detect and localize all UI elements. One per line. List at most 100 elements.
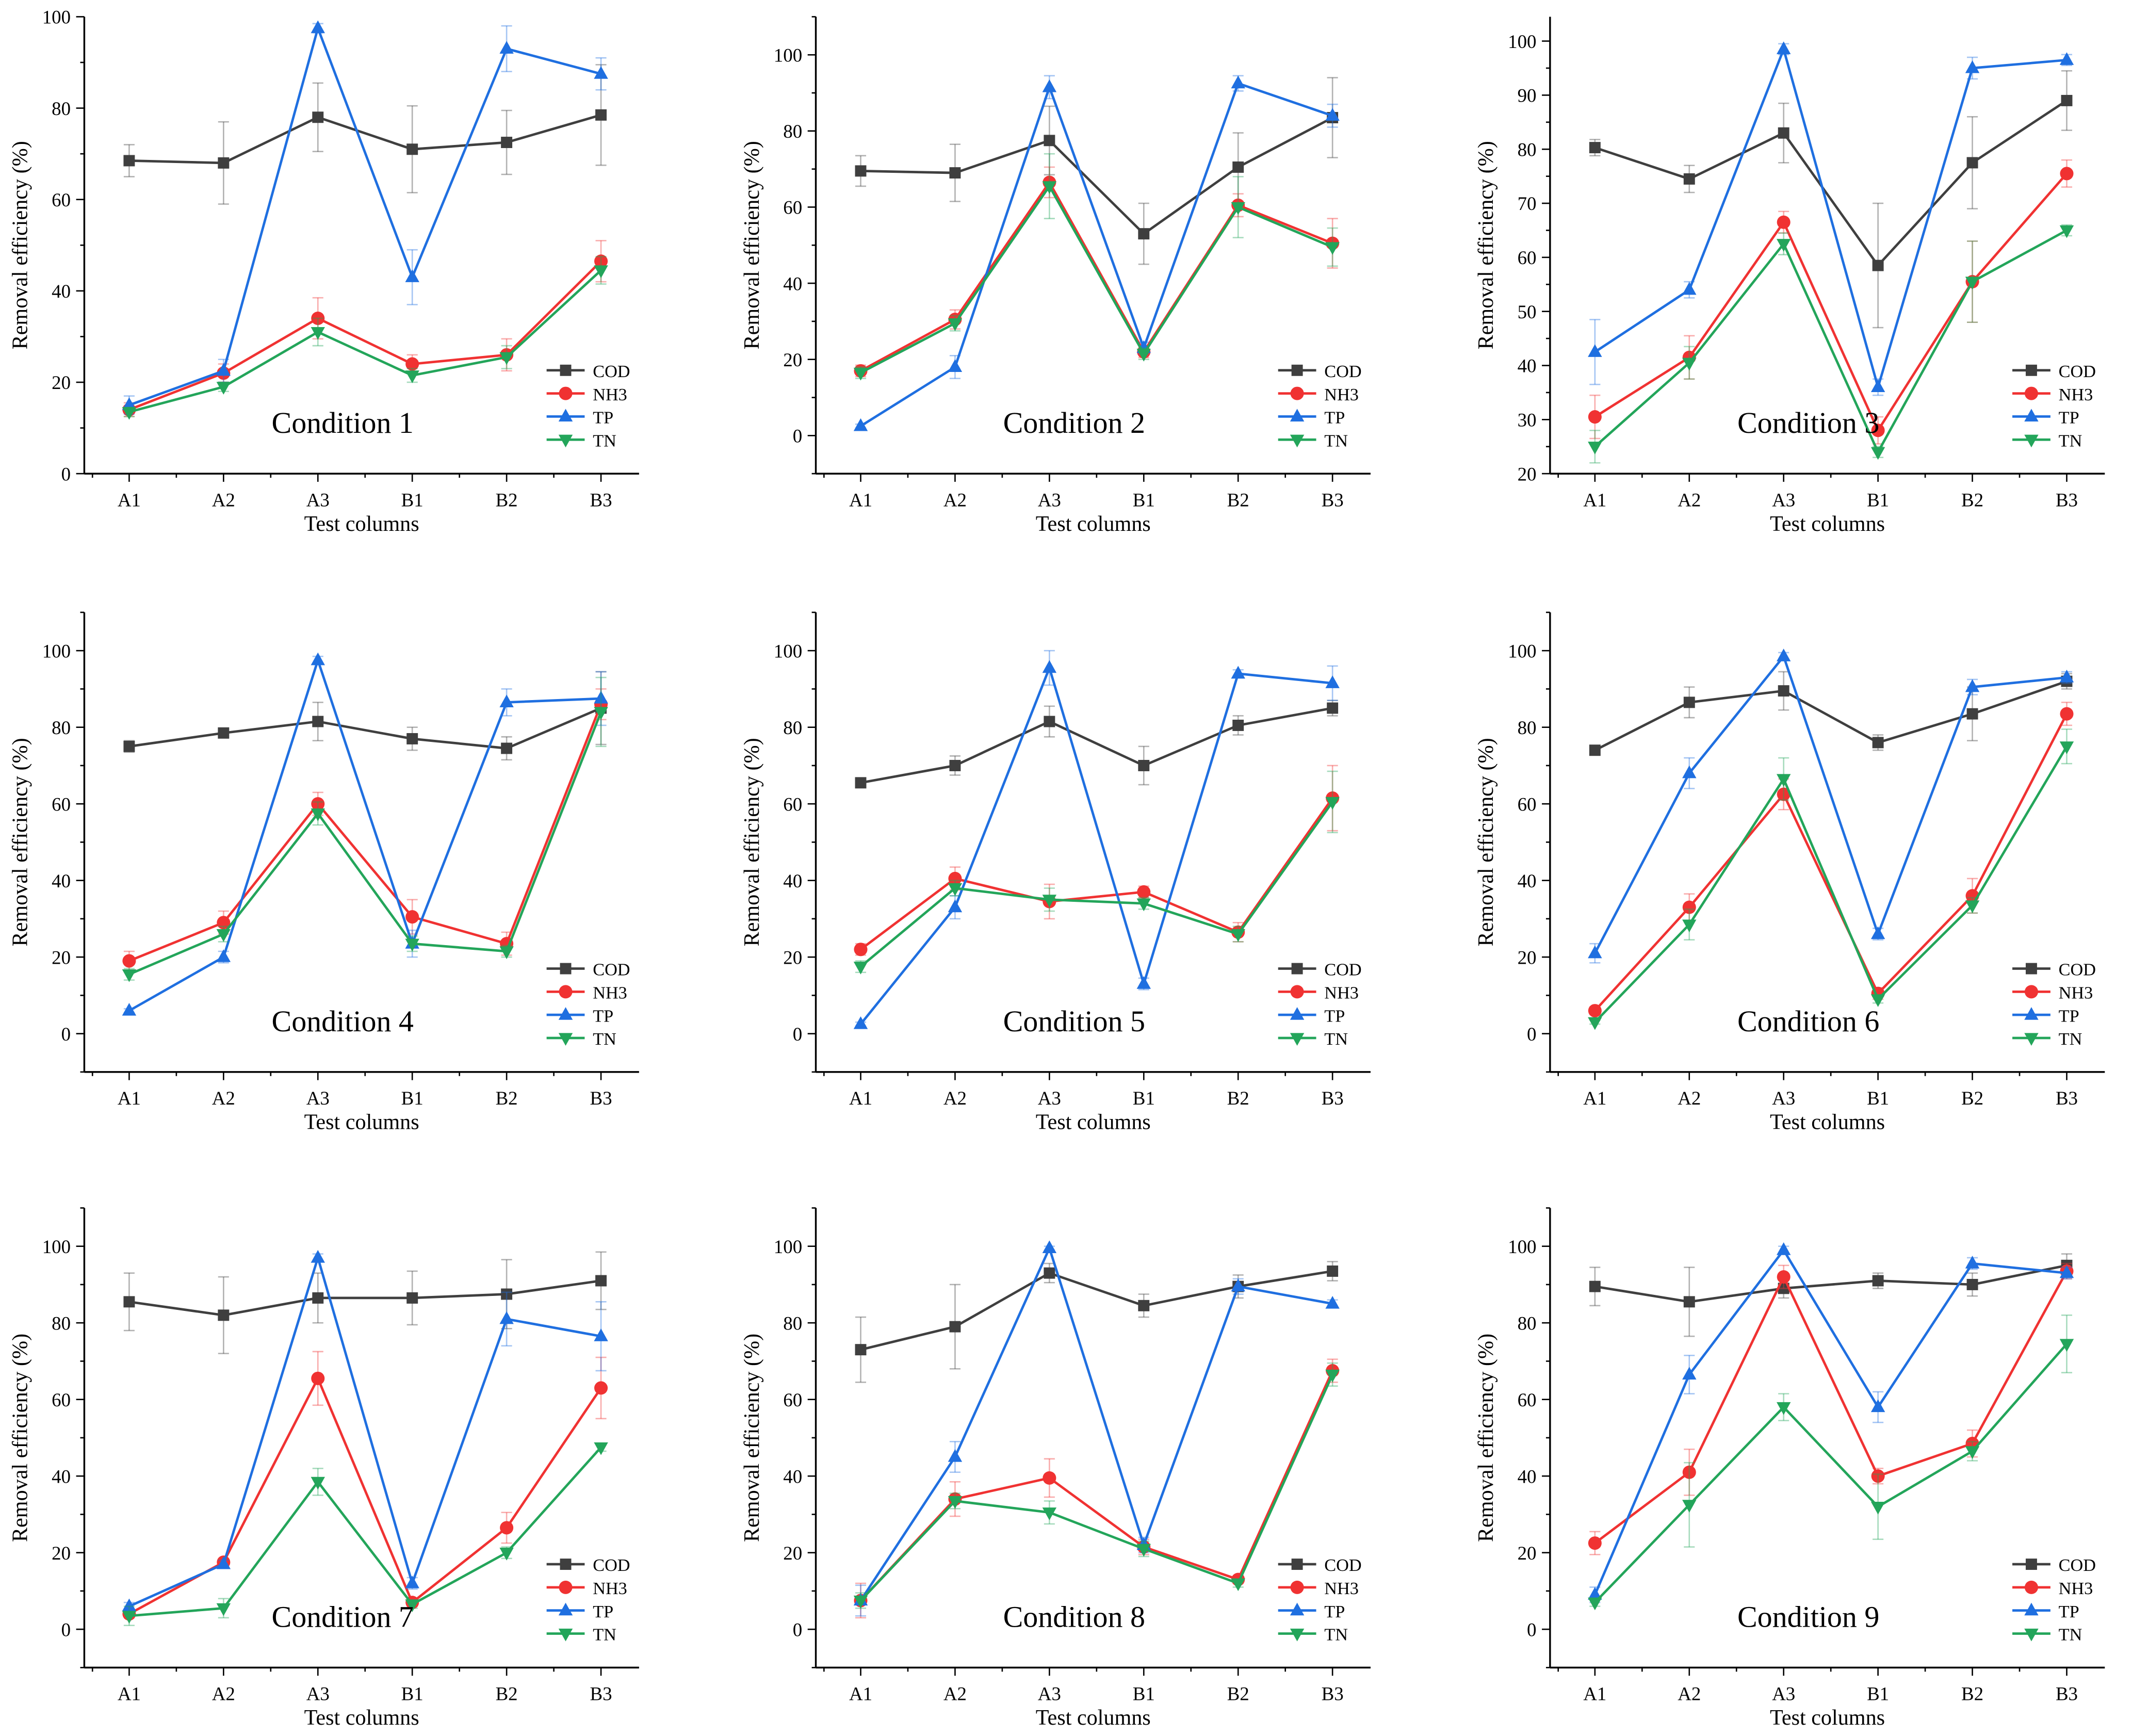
series-line (128, 656, 601, 1012)
data-point (1136, 976, 1151, 989)
y-tick-label: 80 (1518, 1312, 1537, 1334)
data-point (1965, 1256, 1980, 1269)
data-point (501, 137, 513, 148)
y-tick-label: 100 (1508, 1236, 1536, 1257)
legend: COD NH3 TP TN (2012, 960, 2096, 1049)
chart-title: Condition 8 (1003, 1600, 1145, 1633)
data-point (1966, 157, 1978, 169)
data-point (948, 883, 963, 896)
y-tick-label: 60 (1518, 793, 1537, 815)
data-point (1965, 277, 1980, 290)
series-cod (855, 700, 1339, 789)
y-axis-label: Removal efficiency (%) (8, 141, 32, 349)
legend-marker (558, 1602, 573, 1616)
data-point (948, 899, 963, 913)
legend-label: NH3 (2059, 385, 2093, 404)
data-point (948, 359, 963, 372)
y-tick-label: 20 (783, 349, 802, 370)
data-point (311, 808, 325, 821)
data-point (216, 949, 231, 962)
series-nh3 (1588, 1262, 2074, 1555)
x-tick-label: A2 (212, 1088, 235, 1109)
y-tick-label: 60 (1518, 247, 1537, 268)
legend-marker (558, 409, 573, 421)
y-axis-label: Removal efficiency (%) (1474, 1334, 1498, 1542)
series-tn (1588, 224, 2074, 464)
y-tick-label: 20 (52, 947, 71, 968)
x-tick-label: A1 (118, 1088, 141, 1109)
data-point (594, 254, 608, 268)
chart-title: Condition 6 (1737, 1004, 1879, 1038)
x-tick-label: A3 (306, 489, 330, 510)
data-point (949, 759, 961, 771)
legend-marker (2024, 1007, 2039, 1020)
legend-label: TP (2059, 1006, 2079, 1026)
data-point (1683, 173, 1695, 185)
x-tick-label: A2 (212, 1683, 235, 1705)
data-point (2060, 167, 2074, 181)
x-tick-label: A2 (943, 1088, 967, 1109)
x-axis-label: Test columns (1770, 1706, 1885, 1730)
x-tick-label: A2 (1678, 489, 1701, 510)
data-point (1325, 108, 1340, 121)
series-tp (1588, 41, 2074, 396)
legend-label: COD (593, 1555, 630, 1575)
x-tick-label: A2 (943, 489, 967, 510)
data-point (1776, 648, 1791, 661)
y-tick-label: 80 (1518, 139, 1537, 160)
data-point (1682, 1465, 1696, 1479)
data-point (122, 407, 137, 420)
data-point (1136, 349, 1151, 362)
series-line (128, 704, 603, 962)
y-tick-label: 100 (774, 640, 802, 661)
y-axis-label: Removal efficiency (%) (740, 141, 764, 349)
data-point (1588, 344, 1602, 357)
y-tick-label: 40 (1518, 355, 1537, 377)
y-tick-label: 20 (783, 1543, 802, 1564)
y-tick-label: 0 (793, 425, 802, 446)
y-tick-label: 100 (774, 1236, 802, 1257)
y-tick-label: 0 (61, 1024, 71, 1045)
data-point (1682, 900, 1696, 914)
data-point (311, 1371, 325, 1385)
data-point (1325, 675, 1340, 688)
data-point (2059, 52, 2074, 65)
data-point (1777, 1270, 1791, 1284)
legend-marker (558, 1007, 573, 1020)
data-point (1588, 1597, 1602, 1611)
data-point (501, 742, 513, 754)
data-point (1776, 41, 1791, 54)
legend-marker (1291, 364, 1303, 376)
x-axis-label: Test columns (1036, 1110, 1151, 1134)
series-line (859, 664, 1333, 1025)
x-tick-label: B1 (401, 1683, 424, 1705)
data-point (948, 1496, 963, 1509)
legend-label: NH3 (593, 385, 627, 404)
x-tick-label: A2 (212, 489, 235, 510)
x-tick-label: A3 (1038, 489, 1061, 510)
data-point (499, 1311, 514, 1324)
y-tick-label: 60 (783, 793, 802, 815)
data-point (122, 1003, 137, 1016)
data-point (122, 397, 137, 410)
data-point (1588, 442, 1602, 455)
x-tick-label: B1 (1867, 489, 1889, 510)
x-tick-label: B2 (1961, 1683, 1983, 1705)
data-point (123, 1296, 135, 1308)
data-point (853, 367, 868, 381)
x-axis-label: Test columns (1036, 1706, 1151, 1730)
series-line (1594, 45, 2067, 392)
x-tick-label: B2 (1227, 489, 1249, 510)
y-tick-label: 100 (774, 44, 802, 66)
data-point (1965, 679, 1980, 692)
chart-title: Condition 9 (1737, 1600, 1879, 1633)
chart-panel-7: 0 20 40 60 80 100 A1 A2 A3 B1 B2 B3 Test columns Remo… (8, 1207, 639, 1730)
series-cod (1589, 70, 2073, 329)
series-line (860, 184, 1333, 374)
data-point (594, 1381, 608, 1395)
data-point (499, 1548, 514, 1561)
legend-marker (2024, 985, 2038, 999)
legend-label: TP (1324, 1006, 1345, 1026)
data-point (1588, 1587, 1602, 1600)
chart-panel-9: 0 20 40 60 80 100 A1 A2 A3 B1 B2 B3 Test columns Remo… (1474, 1207, 2105, 1730)
